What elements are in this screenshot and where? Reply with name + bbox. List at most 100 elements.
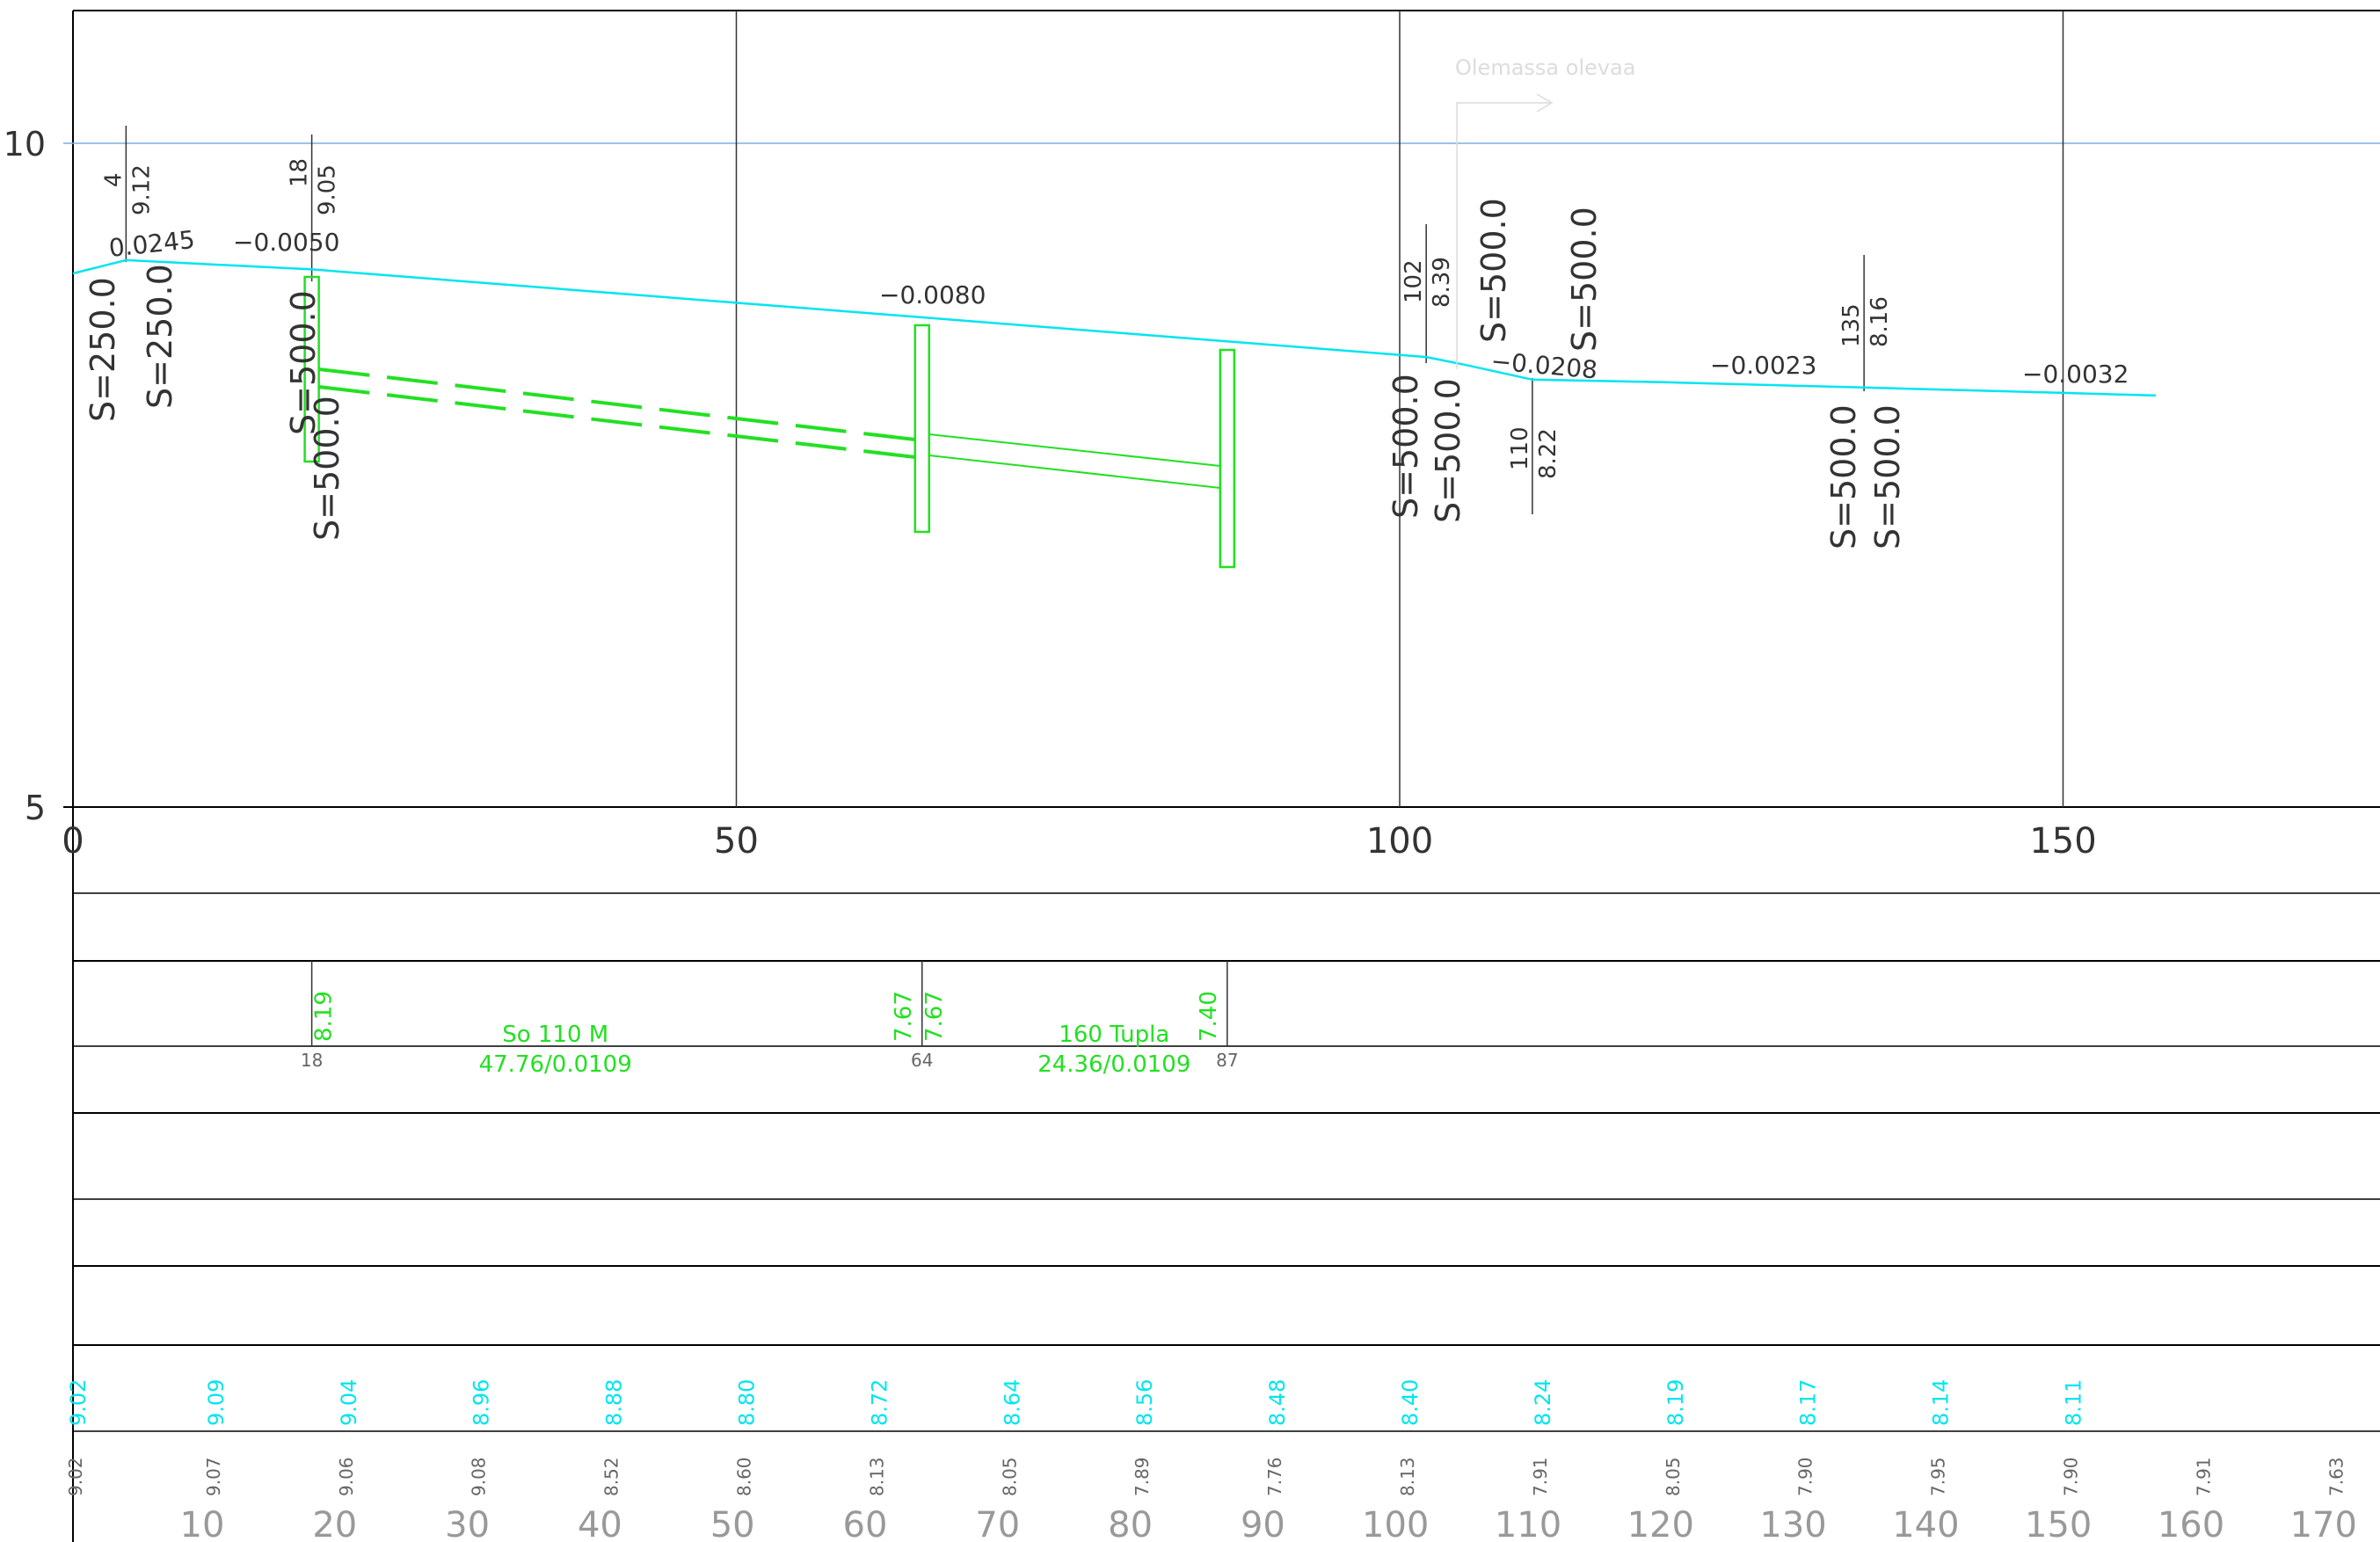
ground-elevation-value: 7.91 [1530, 1457, 1551, 1496]
existing-note-text: Olemassa olevaa [1455, 55, 1636, 80]
design-elevation-value: 8.72 [867, 1379, 892, 1426]
curve-radius-label: S=500.0 [1824, 404, 1863, 549]
manhole-well [913, 324, 931, 534]
curve-radius-label: S=500.0 [1429, 378, 1467, 523]
pipe-segment-bottom [928, 455, 1220, 489]
curve-radius-label: S=250.0 [84, 277, 122, 422]
chainage-label: 110 [1495, 1505, 1561, 1542]
existing-note-leader [1456, 102, 1552, 369]
pipe-segment-length-slope: 47.76/0.0109 [479, 1051, 632, 1078]
ground-elevation-value: 9.07 [203, 1457, 224, 1496]
y-axis-label: 10 [4, 125, 46, 164]
ground-elevation-value: 7.90 [1795, 1457, 1816, 1496]
design-elevation-value: 8.40 [1398, 1379, 1423, 1426]
pipe-station-label: 64 [911, 1050, 933, 1071]
ground-elevation-value: 7.76 [1264, 1457, 1285, 1496]
ground-elevation-value: 9.08 [469, 1457, 490, 1496]
design-elevation-value: 8.24 [1531, 1379, 1555, 1426]
design-elevation-value: 8.64 [1000, 1379, 1024, 1426]
ground-elevation-value: 7.90 [2061, 1457, 2082, 1496]
ground-elevation-value: 8.05 [1663, 1457, 1684, 1496]
vertical-point-elevation-label: 8.22 [1535, 428, 1561, 479]
pipe-segment-type: So 110 M [502, 1022, 608, 1048]
ground-elevation-value: 8.05 [999, 1457, 1020, 1496]
vertical-point-station-label: 18 [287, 158, 313, 187]
design-elevation-value: 8.11 [2062, 1379, 2086, 1426]
x-axis-label: 0 [62, 821, 84, 862]
profile-frame [63, 10, 2380, 1542]
chainage-label: 40 [578, 1505, 622, 1542]
design-elevation-value: 9.04 [337, 1379, 361, 1426]
pipe-station-label: 87 [1216, 1050, 1238, 1071]
design-elevation-value: 8.14 [1929, 1379, 1954, 1426]
design-elevation-value: 8.96 [469, 1379, 494, 1426]
vertical-point-elevation-label: 9.05 [315, 164, 341, 215]
vertical-point-elevation-label: 8.39 [1429, 257, 1455, 308]
axis-labels: 10 50 50 100 150 10 20 30 40 50 60 70 80 90 100 110 120 1… [4, 125, 2357, 1542]
chainage-label: 30 [445, 1505, 490, 1542]
chainage-label: 130 [1759, 1505, 1826, 1542]
design-elevation-value: 8.17 [1796, 1379, 1821, 1426]
chainage-label: 80 [1108, 1505, 1153, 1542]
pipe-invert-level: 7.40 [1196, 991, 1222, 1042]
design-elevation-value: 8.48 [1265, 1379, 1290, 1426]
x-axis-label: 50 [714, 821, 759, 862]
vertical-point-station-label: 135 [1838, 303, 1865, 347]
chainage-label: 170 [2290, 1505, 2357, 1542]
pipe-profile [303, 275, 1236, 569]
curve-radius-label: S=250.0 [141, 264, 179, 409]
vertical-point-station-label: 4 [100, 172, 127, 187]
ground-elevation-value: 7.63 [2325, 1457, 2347, 1496]
pipe-segment-type: 160 Tupla [1059, 1022, 1169, 1048]
pipe-segment-top [318, 367, 915, 441]
chainage-label: 160 [2158, 1505, 2224, 1542]
curve-radius-label: S=500.0 [1387, 374, 1425, 519]
chainage-label: 100 [1362, 1505, 1429, 1542]
data-bands: 8.19 7.67 7.67 7.40 18 64 87 So 110 M 47.76/0.01… [65, 961, 2347, 1496]
chainage-label: 20 [312, 1505, 357, 1542]
pipe-invert-level: 8.19 [311, 991, 338, 1042]
slope-label: −0.0032 [2022, 360, 2129, 389]
ground-elevation-value: 8.13 [866, 1457, 887, 1496]
vertical-point-elevation-label: 8.16 [1867, 296, 1893, 347]
ground-elevation-value: 7.95 [1928, 1457, 1949, 1496]
chainage-label: 140 [1892, 1505, 1959, 1542]
curve-radius-label: S=500.0 [284, 290, 323, 435]
design-elevation-value: 9.09 [204, 1379, 229, 1426]
pipe-invert-level: 7.67 [891, 991, 917, 1042]
ground-elevation-value: 8.52 [601, 1457, 622, 1496]
x-axis-label: 100 [1366, 821, 1433, 862]
manhole-well [1219, 348, 1236, 569]
curve-radius-label: S=500.0 [1565, 207, 1604, 352]
chainage-label: 10 [180, 1505, 225, 1542]
chainage-label: 150 [2025, 1505, 2092, 1542]
station-grid [125, 11, 2064, 807]
curve-radius-label: S=500.0 [308, 396, 346, 541]
ground-elevation-value: 7.89 [1132, 1457, 1153, 1496]
chainage-label: 90 [1241, 1505, 1285, 1542]
x-axis-label: 150 [2029, 821, 2096, 862]
pipe-invert-level: 7.67 [921, 991, 948, 1042]
ground-elevation-value: 8.60 [734, 1457, 755, 1496]
vertical-point-station-label: 102 [1401, 259, 1427, 303]
design-elevation-value: 8.88 [602, 1379, 627, 1426]
design-elevation-value: 8.19 [1663, 1379, 1688, 1426]
ground-elevation-value: 9.06 [336, 1457, 357, 1496]
arrow-right-icon [1536, 93, 1554, 113]
chainage-label: 50 [710, 1505, 755, 1542]
slope-label: −0.0023 [1710, 351, 1816, 380]
slope-label: −0.0080 [879, 280, 986, 309]
design-grade-line [72, 258, 2157, 397]
vertical-point-station-label: 110 [1507, 426, 1533, 470]
profile-annotations: 4 9.12 18 9.05 102 8.39 110 8.22 135 8.16 0.0245 −0… [84, 158, 2129, 549]
design-elevation-value: 9.02 [66, 1379, 91, 1426]
curve-radius-label: S=500.0 [1474, 198, 1513, 343]
curve-radius-label: S=500.0 [1868, 404, 1907, 549]
pipe-station-label: 18 [301, 1050, 323, 1071]
pipe-segment-length-slope: 24.36/0.0109 [1037, 1051, 1190, 1078]
y-axis-label: 5 [25, 789, 46, 827]
chainage-label: 60 [843, 1505, 888, 1542]
ground-profile: Olemassa olevaa [72, 55, 2157, 397]
vertical-point-elevation-label: 9.12 [128, 164, 155, 215]
